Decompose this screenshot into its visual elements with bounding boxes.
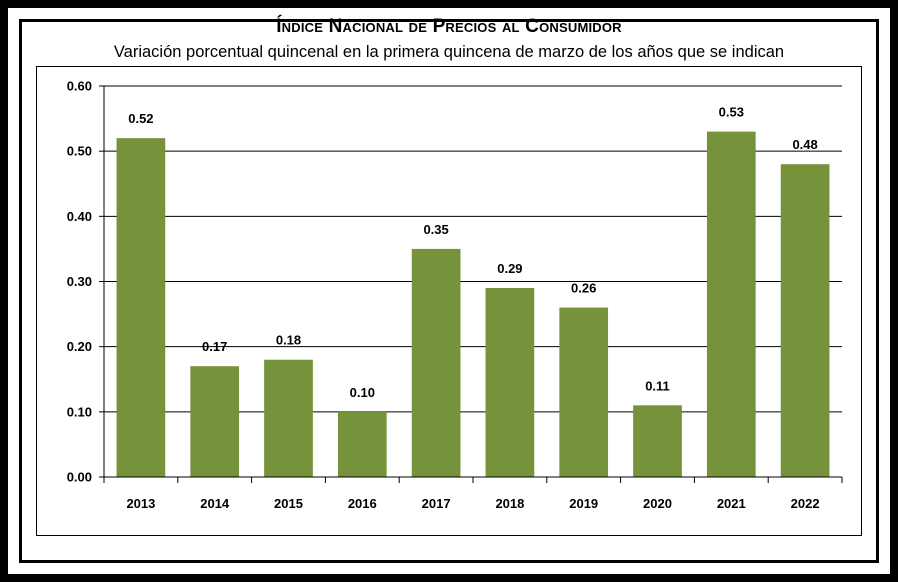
- data-label-2013: 0.52: [128, 111, 153, 126]
- data-label-2018: 0.29: [497, 261, 522, 276]
- data-label-2015: 0.18: [276, 333, 301, 348]
- bar-2022: [780, 164, 830, 477]
- bar-2018: [485, 288, 535, 477]
- bar-2021: [706, 131, 756, 477]
- y-tick-label: 0.40: [67, 209, 92, 224]
- x-tick-label-2018: 2018: [495, 496, 524, 511]
- labels: 0.00 0.10 0.20 0.30 0.40 0.50 0.60 0.52 2013 0.17…: [67, 79, 820, 512]
- y-tick-label: 0.60: [67, 79, 92, 94]
- y-tick-label: 0.10: [67, 404, 92, 419]
- y-tick-label: 0.20: [67, 339, 92, 354]
- x-tick-label-2015: 2015: [274, 496, 303, 511]
- x-tick-label-2016: 2016: [348, 496, 377, 511]
- y-tick-label: 0.50: [67, 144, 92, 159]
- data-label-2020: 0.11: [645, 378, 670, 393]
- x-tick-label-2017: 2017: [422, 496, 451, 511]
- y-tick-label: 0.00: [67, 470, 92, 485]
- bar-2016: [337, 411, 387, 477]
- data-label-2017: 0.35: [423, 222, 448, 237]
- data-label-2021: 0.53: [719, 105, 744, 120]
- bar-2013: [116, 138, 166, 477]
- axes: [99, 85, 843, 483]
- x-tick-label-2021: 2021: [717, 496, 746, 511]
- bar-2019: [559, 307, 609, 477]
- data-label-2019: 0.26: [571, 281, 596, 296]
- x-tick-label-2019: 2019: [569, 496, 598, 511]
- bar-2020: [633, 405, 682, 477]
- bar-2017: [411, 248, 461, 477]
- bar-2014: [190, 366, 240, 477]
- bar-2015: [264, 359, 313, 477]
- x-tick-label-2014: 2014: [200, 496, 230, 511]
- x-tick-label-2022: 2022: [791, 496, 820, 511]
- chart-subtitle: Variación porcentual quincenal en la pri…: [113, 43, 785, 61]
- y-tick-label: 0.30: [67, 274, 92, 289]
- x-tick-label-2013: 2013: [126, 496, 155, 511]
- data-label-2022: 0.48: [792, 137, 817, 152]
- data-label-2016: 0.10: [350, 385, 375, 400]
- x-tick-label-2020: 2020: [643, 496, 672, 511]
- data-label-2014: 0.17: [202, 339, 227, 354]
- bars: [116, 131, 830, 477]
- chart-title: Índice Nacional de Precios al Consumidor: [276, 16, 622, 37]
